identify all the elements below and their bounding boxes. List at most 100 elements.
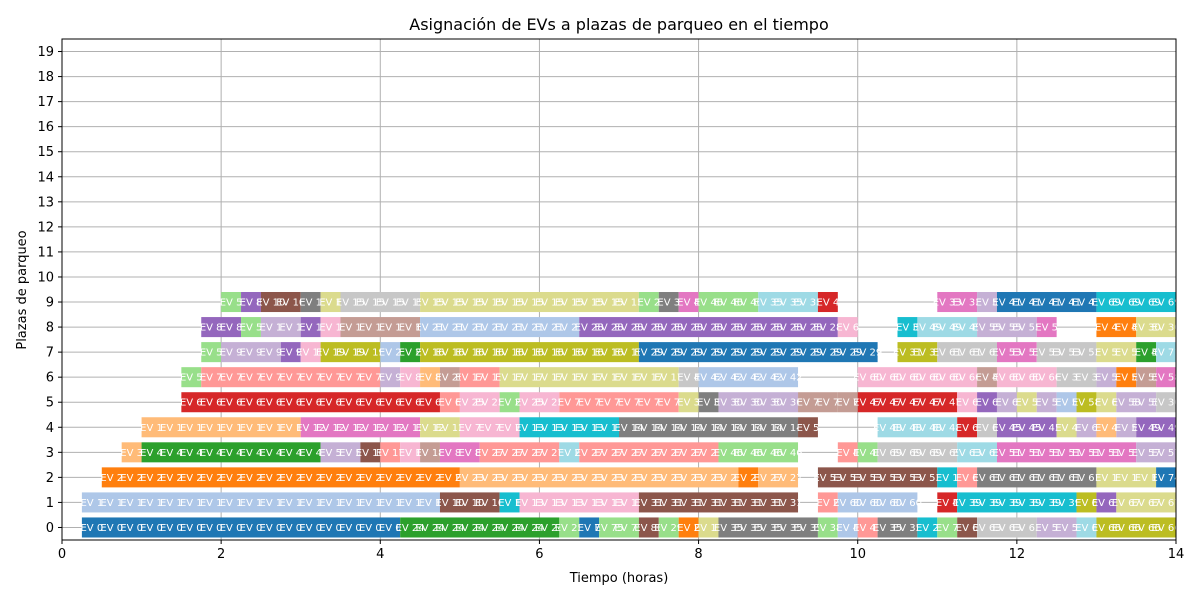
bar-label: EV 6 [319, 398, 342, 409]
bar-label: EV 1 [279, 423, 302, 434]
bar-label: EV 48 [873, 423, 902, 434]
bar-segment [877, 517, 918, 538]
bar-segment [996, 342, 1037, 363]
bar-label: EV 39 [1012, 498, 1041, 509]
bar-label: EV 31 [734, 498, 763, 509]
bar-label: EV 7 [836, 398, 859, 409]
bar-label: EV 23 [535, 473, 564, 484]
bar-label: EV 0 [220, 523, 243, 534]
bar-label: EV 39 [972, 498, 1001, 509]
bar-segment [857, 442, 878, 463]
bar-label: EV 17 [555, 373, 584, 384]
bar-label: EV 15 [475, 298, 504, 309]
bar-label: EV 14 [694, 423, 723, 434]
bar-label: EV 15 [595, 298, 624, 309]
bar-label: EV 28 [734, 323, 763, 334]
bar-label: EV 69 [1112, 298, 1141, 309]
bar-label: EV 55 [992, 323, 1021, 334]
bar-label: EV 39 [1052, 498, 1081, 509]
bar-label: EV 47 [853, 398, 882, 409]
bar-label: EV 49 [953, 323, 982, 334]
bar-segment [1016, 392, 1037, 413]
bar-label: EV 69 [913, 448, 942, 459]
bar-label: EV 12 [396, 423, 425, 434]
bar-label: EV 2 [558, 448, 581, 459]
y-tick-label: 2 [46, 471, 54, 486]
ticks-layer: 0 2 4 6 8 10 12 1401234567891011121314151617181… [37, 45, 1184, 562]
bar-label: EV 4 [1095, 423, 1118, 434]
bar-label: EV 4 [817, 298, 840, 309]
bar-label: EV 20 [435, 373, 464, 384]
bar-label: EV 1 [399, 498, 422, 509]
bar-label: EV 51 [1032, 448, 1061, 459]
y-tick-label: 8 [46, 321, 54, 336]
bar-label: EV 12 [316, 423, 345, 434]
bar-label: EV 1 [299, 498, 322, 509]
bar-label: EV 29 [833, 348, 862, 359]
bar-label: EV 4 [1135, 348, 1158, 359]
bar-segment [977, 417, 997, 438]
bar-label: EV 23 [495, 473, 524, 484]
bar-label: EV 60 [1032, 373, 1061, 384]
bar-label: EV 57 [1152, 448, 1181, 459]
bar-label: EV 1 [339, 323, 362, 334]
bar-label: EV 7 [200, 373, 223, 384]
bar-label: EV 28 [674, 323, 703, 334]
x-tick-label: 10 [849, 547, 866, 562]
bar-label: EV 5 [1055, 398, 1078, 409]
bar-label: EV 60 [833, 498, 862, 509]
bar-label: EV 51 [1012, 448, 1041, 459]
bar-label: EV 57 [1132, 448, 1161, 459]
y-tick-label: 11 [37, 245, 54, 260]
bar-label: EV 1 [319, 323, 342, 334]
bar-segment [917, 317, 978, 338]
bar-segment [260, 317, 301, 338]
bar-label: EV 53 [913, 473, 942, 484]
bar-label: EV 16 [555, 348, 584, 359]
bar-label: EV 60 [853, 498, 882, 509]
bar-label: EV 4 [836, 448, 859, 459]
bar-segment [300, 342, 321, 363]
bar-label: EV 16 [415, 348, 444, 359]
bar-label: EV 27 [595, 448, 624, 459]
bar-label: EV 16 [455, 348, 484, 359]
bar-label: EV 58 [1132, 398, 1161, 409]
bar-segment [400, 367, 421, 388]
bar-label: EV 1 [80, 498, 103, 509]
bar-label: EV 48 [913, 423, 942, 434]
bar-label: EV 30 [1152, 398, 1181, 409]
bar-label: EV 17 [614, 373, 643, 384]
bar-label: EV 29 [774, 348, 803, 359]
bar-label: EV 5 [797, 423, 820, 434]
bar-segment [459, 417, 520, 438]
bar-label: EV 31 [774, 498, 803, 509]
bar-label: EV 21 [495, 323, 524, 334]
bar-segment [957, 392, 978, 413]
bar-label: EV 13 [575, 498, 604, 509]
bar-label: EV 2 [180, 473, 203, 484]
bar-label: EV 2 [260, 473, 283, 484]
bar-label: EV 30 [714, 398, 743, 409]
bar-segment [559, 517, 580, 538]
bar-label: EV 46 [774, 448, 803, 459]
bar-label: EV 6 [220, 398, 243, 409]
y-tick-label: 6 [46, 371, 54, 386]
bar-label: EV 28 [754, 323, 783, 334]
bar-segment [1056, 367, 1097, 388]
bar-label: EV 7 [240, 373, 263, 384]
y-tick-label: 12 [37, 220, 54, 235]
bar-label: EV 41 [1052, 298, 1081, 309]
bar-label: EV 31 [634, 498, 663, 509]
bar-segment [857, 517, 878, 538]
bar-label: EV 39 [953, 498, 982, 509]
bar-segment [340, 292, 421, 313]
bar-label: EV 53 [813, 473, 842, 484]
bar-segment [977, 467, 1097, 488]
bar-label: EV 12 [356, 423, 385, 434]
bar-label: EV 30 [1152, 323, 1181, 334]
bar-label: EV 3 [697, 398, 720, 409]
bar-label: EV 51 [1092, 448, 1121, 459]
bar-segment [678, 367, 699, 388]
bar-label: EV 28 [714, 323, 743, 334]
bar-label: EV 6 [200, 398, 223, 409]
